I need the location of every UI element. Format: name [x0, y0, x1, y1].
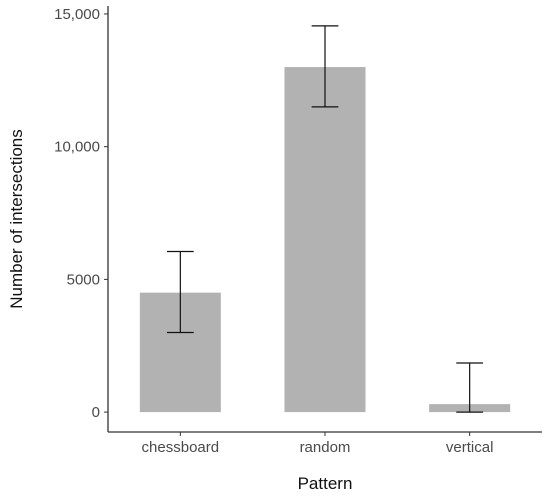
y-axis-title: Number of intersections	[7, 129, 26, 309]
y-ticks: 0 5000 10,000 15,000	[54, 6, 108, 421]
x-tick-label-random: random	[300, 439, 351, 456]
y-tick-label: 10,000	[54, 139, 100, 156]
x-tick-label-vertical: vertical	[446, 439, 494, 456]
bars-layer	[139, 67, 511, 413]
x-tick-label-chessboard: chessboard	[142, 439, 220, 456]
errorbar-chessboard	[166, 250, 194, 334]
y-tick-label: 15,000	[54, 6, 100, 23]
errorbar-random	[311, 25, 339, 108]
x-axis-title: Pattern	[298, 474, 353, 493]
x-ticks: chessboard random vertical	[142, 432, 494, 456]
y-tick-label: 5000	[67, 271, 100, 288]
errorbar-vertical	[456, 362, 484, 413]
errorbars-layer	[166, 25, 484, 413]
y-tick-label: 0	[92, 404, 100, 421]
bar-random	[284, 67, 366, 413]
